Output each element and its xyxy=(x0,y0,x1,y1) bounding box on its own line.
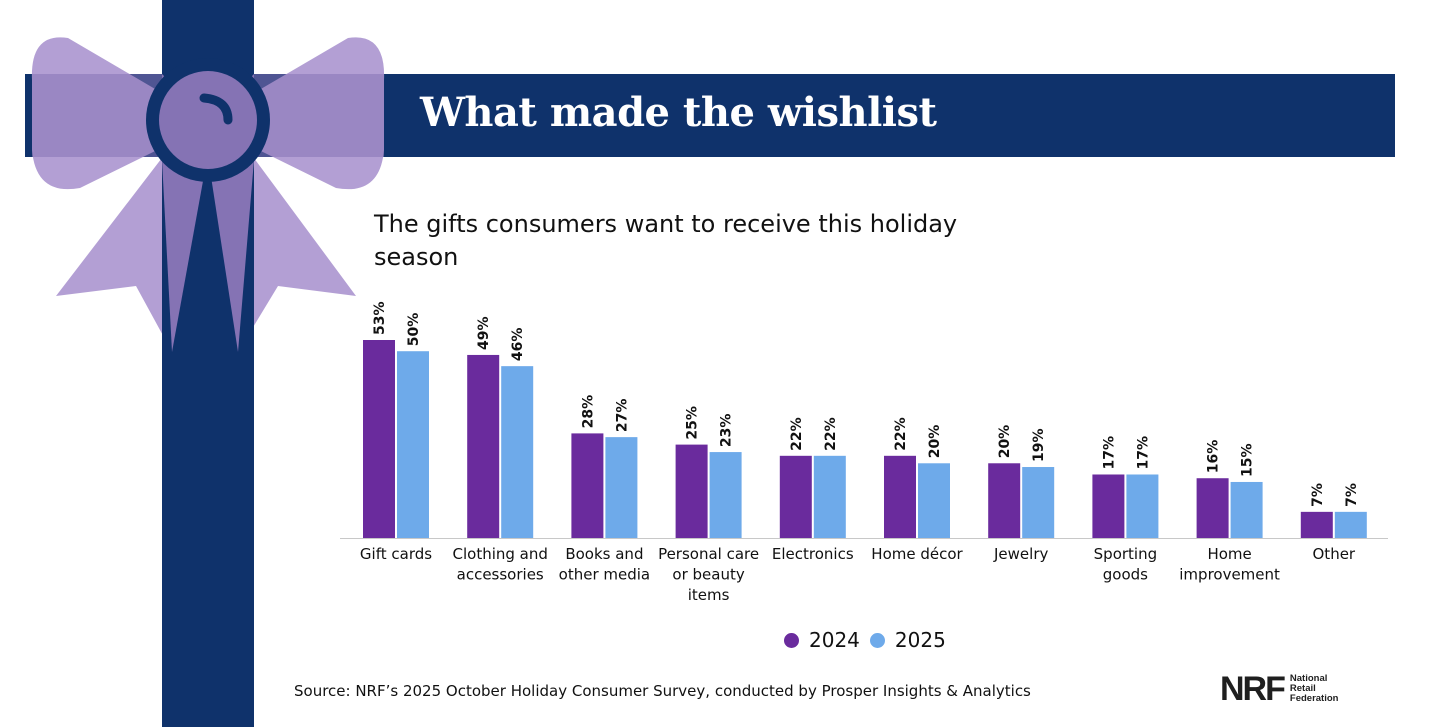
logo-mark: NRF xyxy=(1220,670,1286,708)
bar-2025-8 xyxy=(1230,481,1263,538)
data-label-2024-2: 28% xyxy=(580,395,596,429)
category-label-3: Personal care xyxy=(658,545,759,563)
data-label-2025-3: 23% xyxy=(719,414,735,448)
legend-item-2024: 2024 xyxy=(784,628,860,652)
bar-2025-3 xyxy=(709,452,742,538)
source-note: Source: NRF’s 2025 October Holiday Consu… xyxy=(294,682,1031,700)
category-label-5: Home décor xyxy=(871,545,963,563)
data-label-2025-6: 19% xyxy=(1031,429,1047,463)
bar-2024-1 xyxy=(467,354,500,538)
bar-2025-6 xyxy=(1022,467,1055,538)
chart-title: The gifts consumers want to receive this… xyxy=(374,210,958,271)
logo-text: National Retail Federation xyxy=(1289,673,1339,704)
category-label-0: Gift cards xyxy=(360,545,432,563)
category-label-7: goods xyxy=(1103,566,1148,584)
data-label-2024-6: 20% xyxy=(997,425,1013,459)
data-label-2024-8: 16% xyxy=(1206,440,1222,474)
data-label-2024-7: 17% xyxy=(1101,436,1117,470)
data-label-2024-9: 7% xyxy=(1310,483,1326,507)
data-label-2025-7: 17% xyxy=(1135,436,1151,470)
data-label-2025-2: 27% xyxy=(614,399,630,433)
bar-2024-4 xyxy=(779,455,812,538)
category-label-6: Jewelry xyxy=(993,545,1048,563)
bar-2024-7 xyxy=(1092,474,1125,538)
bar-2025-5 xyxy=(918,463,950,538)
bar-2025-9 xyxy=(1334,511,1367,538)
bar-2025-4 xyxy=(813,455,846,538)
category-label-8: Home xyxy=(1207,545,1251,563)
data-label-2024-4: 22% xyxy=(789,417,805,451)
data-label-2025-1: 46% xyxy=(510,328,526,362)
category-label-9: Other xyxy=(1313,545,1356,563)
data-label-2024-1: 49% xyxy=(476,316,492,350)
bar-2024-8 xyxy=(1196,478,1229,538)
data-label-2025-0: 50% xyxy=(406,313,422,347)
bar-2025-7 xyxy=(1126,474,1159,538)
category-label-2: other media xyxy=(559,566,650,584)
bar-2025-1 xyxy=(501,366,534,538)
bar-2024-6 xyxy=(988,463,1021,538)
category-label-7: Sporting xyxy=(1094,545,1157,563)
bar-2025-0 xyxy=(397,351,429,538)
data-label-2024-3: 25% xyxy=(685,406,701,440)
bar-2024-3 xyxy=(675,444,708,538)
legend-dot-2024 xyxy=(784,632,799,648)
category-label-4: Electronics xyxy=(772,545,854,563)
bow-knot-swirl-icon xyxy=(199,93,233,125)
category-label-1: accessories xyxy=(457,566,544,584)
category-label-1: Clothing and xyxy=(453,545,548,563)
data-label-2025-8: 15% xyxy=(1240,443,1256,477)
category-label-2: Books and xyxy=(565,545,643,563)
category-label-3: or beauty xyxy=(672,566,744,584)
data-label-2024-0: 53% xyxy=(372,301,388,335)
bar-2024-9 xyxy=(1300,511,1333,538)
category-label-8: improvement xyxy=(1179,566,1280,584)
bar-2024-0 xyxy=(363,340,395,538)
legend-item-2025: 2025 xyxy=(869,628,946,652)
bar-2025-2 xyxy=(605,437,638,538)
bar-2024-5 xyxy=(884,455,916,538)
nrf-logo: NRF National Retail Federation xyxy=(1220,672,1338,706)
data-label-2024-5: 22% xyxy=(893,417,909,451)
data-label-2025-4: 22% xyxy=(823,417,839,451)
category-label-3: items xyxy=(688,586,730,604)
chart-legend: 2024 2025 xyxy=(784,628,956,652)
bar-2024-2 xyxy=(571,433,604,538)
data-label-2025-5: 20% xyxy=(927,425,943,459)
legend-dot-2025 xyxy=(869,632,885,648)
data-label-2025-9: 7% xyxy=(1344,483,1360,507)
legend-label-2024: 2024 xyxy=(809,628,860,652)
page-title: What made the wishlist xyxy=(420,89,937,136)
legend-label-2025: 2025 xyxy=(894,628,946,652)
